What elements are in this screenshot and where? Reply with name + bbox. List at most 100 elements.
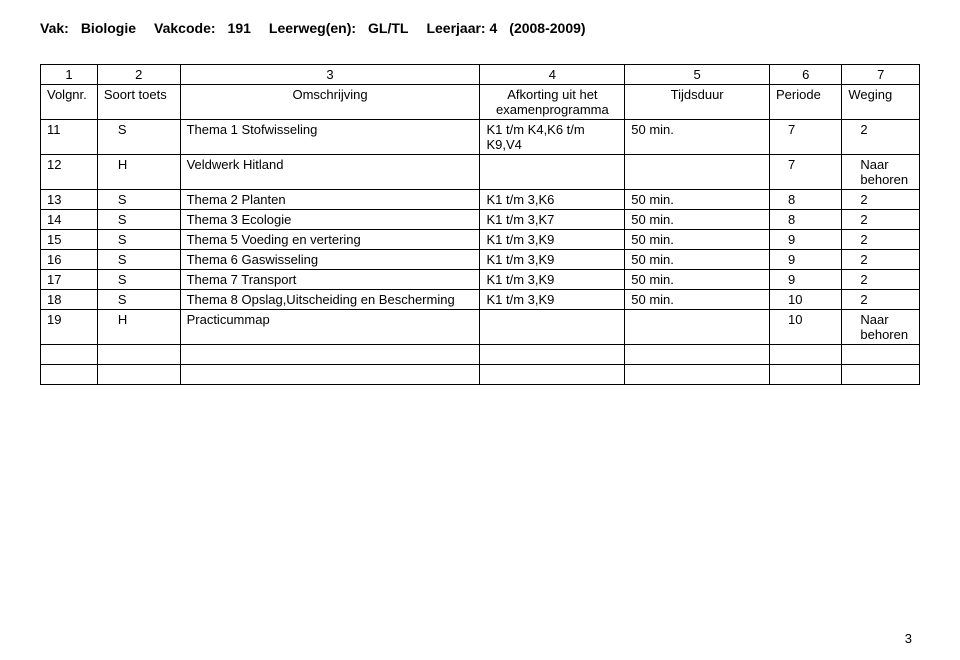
page-number: 3 [905, 631, 912, 646]
cell-c5: 50 min. [625, 230, 770, 250]
header-line: Vak: Biologie Vakcode: 191 Leerweg(en): … [40, 20, 920, 36]
cell-c7: 2 [842, 190, 920, 210]
leerjaar-value: (2008-2009) [509, 20, 585, 36]
table-row: 16SThema 6 GaswisselingK1 t/m 3,K950 min… [41, 250, 920, 270]
cell-c1: 13 [41, 190, 98, 210]
label-omschrijving: Omschrijving [180, 85, 480, 120]
cell-c2: S [97, 270, 180, 290]
table-num-row: 1 2 3 4 5 6 7 [41, 65, 920, 85]
cell-c4: K1 t/m 3,K9 [480, 270, 625, 290]
label-volgnr: Volgnr. [41, 85, 98, 120]
cell-c7: 2 [842, 250, 920, 270]
cell-c1: 18 [41, 290, 98, 310]
num-col-6: 6 [770, 65, 842, 85]
num-col-7: 7 [842, 65, 920, 85]
cell-c4 [480, 155, 625, 190]
cell-c6 [770, 365, 842, 385]
cell-c7: Naar behoren [842, 310, 920, 345]
cell-c7: 2 [842, 270, 920, 290]
cell-c3: Thema 3 Ecologie [180, 210, 480, 230]
table-row: 14SThema 3 EcologieK1 t/m 3,K750 min.82 [41, 210, 920, 230]
table-row: 19HPracticummap 10Naar behoren [41, 310, 920, 345]
cell-c2: S [97, 290, 180, 310]
cell-c7 [842, 345, 920, 365]
cell-c5: 50 min. [625, 270, 770, 290]
cell-c6: 7 [770, 155, 842, 190]
cell-c5: 50 min. [625, 210, 770, 230]
num-col-3: 3 [180, 65, 480, 85]
num-col-2: 2 [97, 65, 180, 85]
table-row [41, 345, 920, 365]
label-tijdsduur: Tijdsduur [625, 85, 770, 120]
cell-c5: 50 min. [625, 120, 770, 155]
cell-c4 [480, 310, 625, 345]
cell-c7: Naar behoren [842, 155, 920, 190]
cell-c2 [97, 345, 180, 365]
cell-c7: 2 [842, 290, 920, 310]
vak-value: Biologie [81, 20, 136, 36]
cell-c4: K1 t/m K4,K6 t/m K9,V4 [480, 120, 625, 155]
cell-c3: Thema 6 Gaswisseling [180, 250, 480, 270]
num-col-4: 4 [480, 65, 625, 85]
num-col-5: 5 [625, 65, 770, 85]
cell-c2: S [97, 250, 180, 270]
cell-c2: S [97, 210, 180, 230]
cell-c3: Thema 2 Planten [180, 190, 480, 210]
cell-c7: 2 [842, 210, 920, 230]
cell-c5 [625, 345, 770, 365]
label-periode: Periode [770, 85, 842, 120]
cell-c5 [625, 155, 770, 190]
vakcode-label: Vakcode: [154, 20, 215, 36]
cell-c4: K1 t/m 3,K9 [480, 230, 625, 250]
leerjaar-label: Leerjaar: 4 [426, 20, 497, 36]
cell-c7: 2 [842, 230, 920, 250]
cell-c5: 50 min. [625, 250, 770, 270]
cell-c3 [180, 345, 480, 365]
cell-c5 [625, 365, 770, 385]
cell-c7: 2 [842, 120, 920, 155]
cell-c3: Thema 7 Transport [180, 270, 480, 290]
cell-c3: Thema 1 Stofwisseling [180, 120, 480, 155]
cell-c4: K1 t/m 3,K9 [480, 250, 625, 270]
cell-c6: 10 [770, 310, 842, 345]
cell-c1: 14 [41, 210, 98, 230]
cell-c3 [180, 365, 480, 385]
table-row: 15SThema 5 Voeding en verteringK1 t/m 3,… [41, 230, 920, 250]
num-col-1: 1 [41, 65, 98, 85]
label-soort: Soort toets [97, 85, 180, 120]
cell-c5: 50 min. [625, 290, 770, 310]
cell-c6: 9 [770, 250, 842, 270]
cell-c1 [41, 345, 98, 365]
cell-c4: K1 t/m 3,K7 [480, 210, 625, 230]
cell-c2: S [97, 190, 180, 210]
table-row: 17SThema 7 TransportK1 t/m 3,K950 min.92 [41, 270, 920, 290]
cell-c4: K1 t/m 3,K9 [480, 290, 625, 310]
leerweg-value: GL/TL [368, 20, 408, 36]
cell-c2 [97, 365, 180, 385]
cell-c3: Thema 8 Opslag,Uitscheiding en Beschermi… [180, 290, 480, 310]
cell-c7 [842, 365, 920, 385]
cell-c2: S [97, 120, 180, 155]
cell-c3: Thema 5 Voeding en vertering [180, 230, 480, 250]
cell-c6: 7 [770, 120, 842, 155]
cell-c6: 9 [770, 270, 842, 290]
table-row: 13SThema 2 PlantenK1 t/m 3,K650 min.82 [41, 190, 920, 210]
cell-c6 [770, 345, 842, 365]
cell-c2: H [97, 310, 180, 345]
cell-c3: Practicummap [180, 310, 480, 345]
table-row [41, 365, 920, 385]
cell-c4 [480, 365, 625, 385]
cell-c1: 19 [41, 310, 98, 345]
vakcode-value: 191 [228, 20, 251, 36]
programma-table: 1 2 3 4 5 6 7 Volgnr. Soort toets Omschr… [40, 64, 920, 385]
table-row: 12HVeldwerk Hitland7Naar behoren [41, 155, 920, 190]
cell-c5 [625, 310, 770, 345]
cell-c2: S [97, 230, 180, 250]
cell-c6: 10 [770, 290, 842, 310]
cell-c1 [41, 365, 98, 385]
cell-c5: 50 min. [625, 190, 770, 210]
cell-c1: 11 [41, 120, 98, 155]
cell-c1: 12 [41, 155, 98, 190]
table-label-row: Volgnr. Soort toets Omschrijving Afkorti… [41, 85, 920, 120]
leerweg-label: Leerweg(en): [269, 20, 356, 36]
